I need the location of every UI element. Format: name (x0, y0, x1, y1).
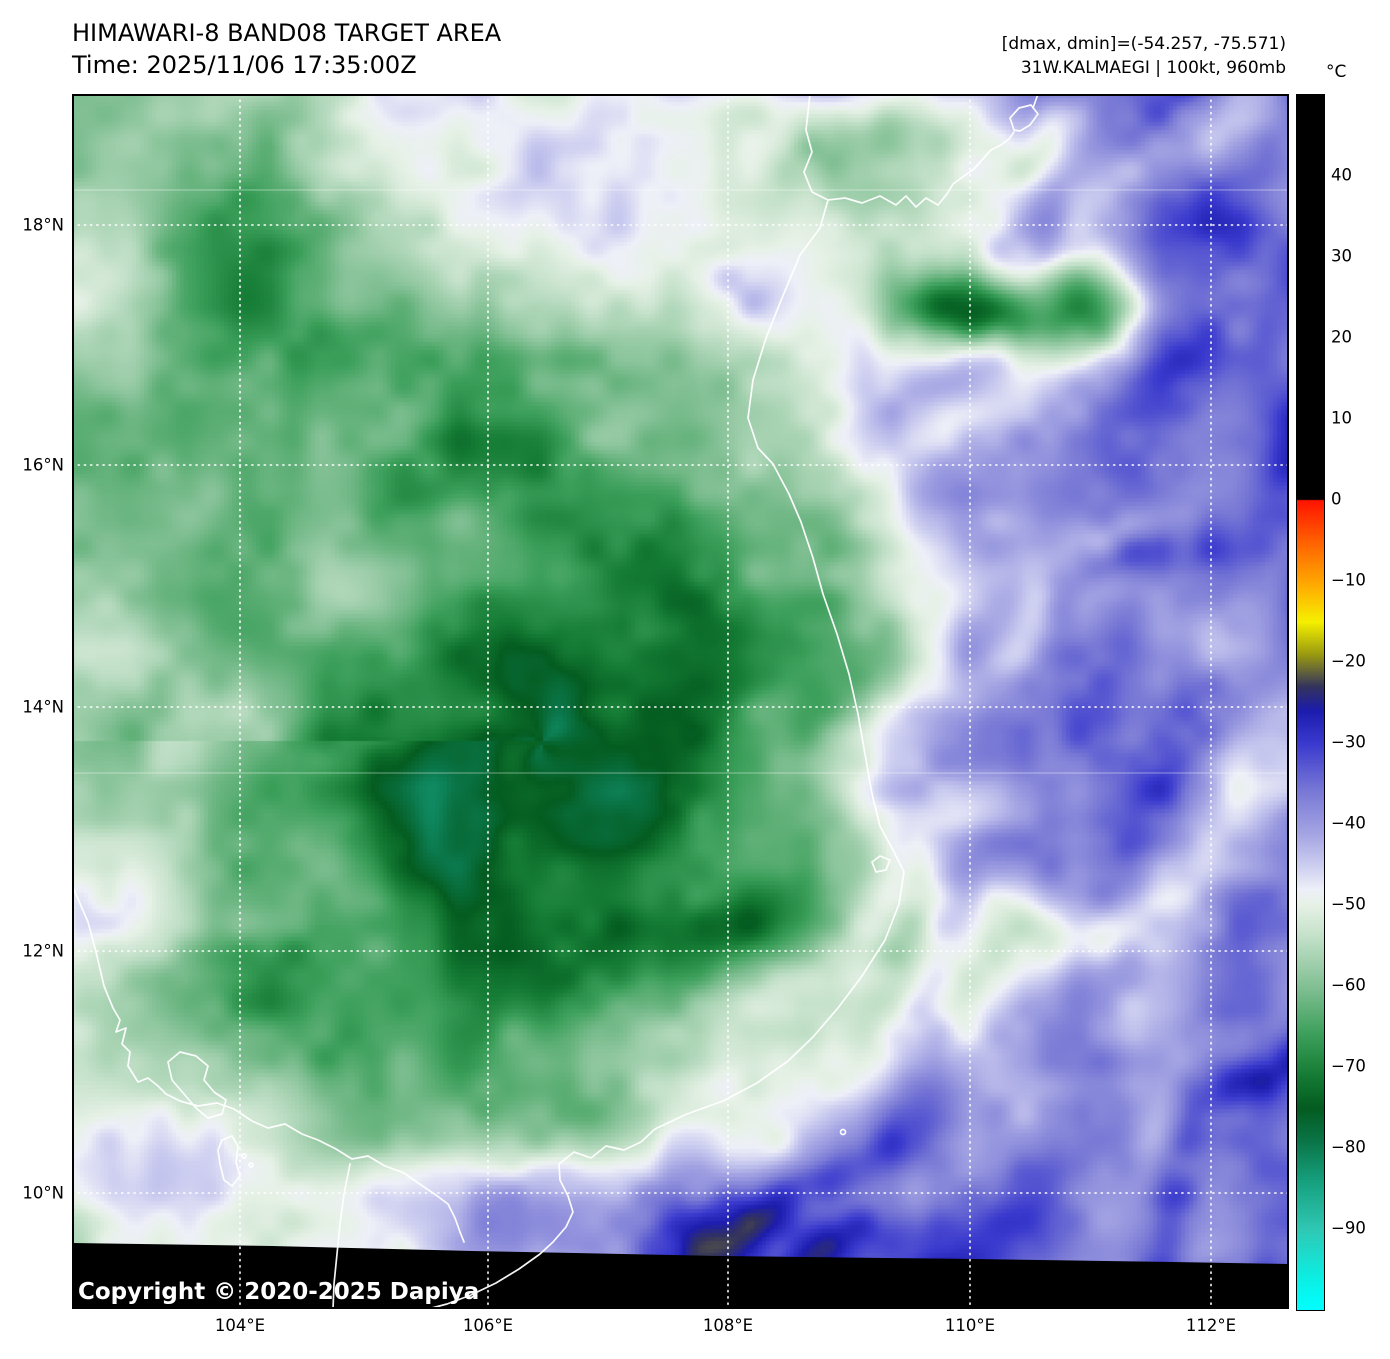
coastline-gulf-of-thailand (72, 884, 465, 1243)
colorbar-unit-label: °C (1326, 62, 1347, 82)
colorbar-tick-label: −80 (1331, 1137, 1366, 1157)
info-storm: 31W.KALMAEGI | 100kt, 960mb (1020, 58, 1286, 78)
islet-icon (839, 1128, 847, 1136)
colorbar (1296, 94, 1325, 1311)
lon-tick-label: 104°E (214, 1316, 266, 1335)
lat-tick-label: 12°N (22, 941, 64, 961)
lat-tick-label: 16°N (22, 455, 64, 475)
lat-tick-label: 18°N (22, 215, 64, 235)
colorbar-tick-label: 0 (1331, 489, 1342, 509)
lon-tick-label: 108°E (702, 1316, 754, 1335)
coastline-vietnam-main (427, 199, 905, 1309)
colorbar-tick-label: −90 (1331, 1218, 1366, 1238)
colorbar-tick-label: 40 (1331, 165, 1352, 185)
colorbar-tick-label: 30 (1331, 246, 1352, 266)
info-dmax-dmin: [dmax, dmin]=(-54.257, -75.571) (1001, 34, 1286, 54)
coastline-leizhou-loop (1009, 104, 1039, 132)
lon-tick-label: 110°E (944, 1316, 996, 1335)
lat-tick-label: 14°N (22, 697, 64, 717)
colorbar-tick-label: −30 (1331, 732, 1366, 752)
colorbar-tick-label: −40 (1331, 813, 1366, 833)
island-phu-quoc (217, 1135, 241, 1187)
islet-icon (241, 1153, 247, 1159)
coastline-north-vietnam-china (803, 94, 1015, 208)
page-title: HIMAWARI-8 BAND08 TARGET AREA (72, 19, 502, 47)
lon-tick-label: 112°E (1185, 1316, 1237, 1335)
lat-lon-gridlines (72, 94, 1289, 1309)
lake-tonle-sap (167, 1051, 227, 1119)
satellite-image (72, 94, 1289, 1309)
colorbar-tick-label: −60 (1331, 975, 1366, 995)
colorbar-tick-label: 10 (1331, 408, 1352, 428)
island-coastal (871, 855, 891, 873)
lat-tick-label: 10°N (22, 1183, 64, 1203)
coastlines (72, 94, 1039, 1309)
coastline-china-exit (1032, 94, 1039, 109)
page-subtitle-time: Time: 2025/11/06 17:35:00Z (72, 51, 417, 79)
coastline-camau-west (332, 1163, 351, 1309)
map-overlay (72, 94, 1289, 1309)
colorbar-tick-label: −50 (1331, 894, 1366, 914)
colorbar-tick-label: −10 (1331, 570, 1366, 590)
nodata-scanline-band (72, 1243, 1289, 1309)
lon-tick-label: 106°E (462, 1316, 514, 1335)
copyright-watermark: Copyright © 2020-2025 Dapiya (78, 1279, 480, 1305)
scan-seam-lines (72, 189, 1289, 774)
islet-icon (248, 1162, 254, 1168)
colorbar-tick-label: 20 (1331, 327, 1352, 347)
colorbar-tick-label: −20 (1331, 651, 1366, 671)
colorbar-tick-label: −70 (1331, 1056, 1366, 1076)
